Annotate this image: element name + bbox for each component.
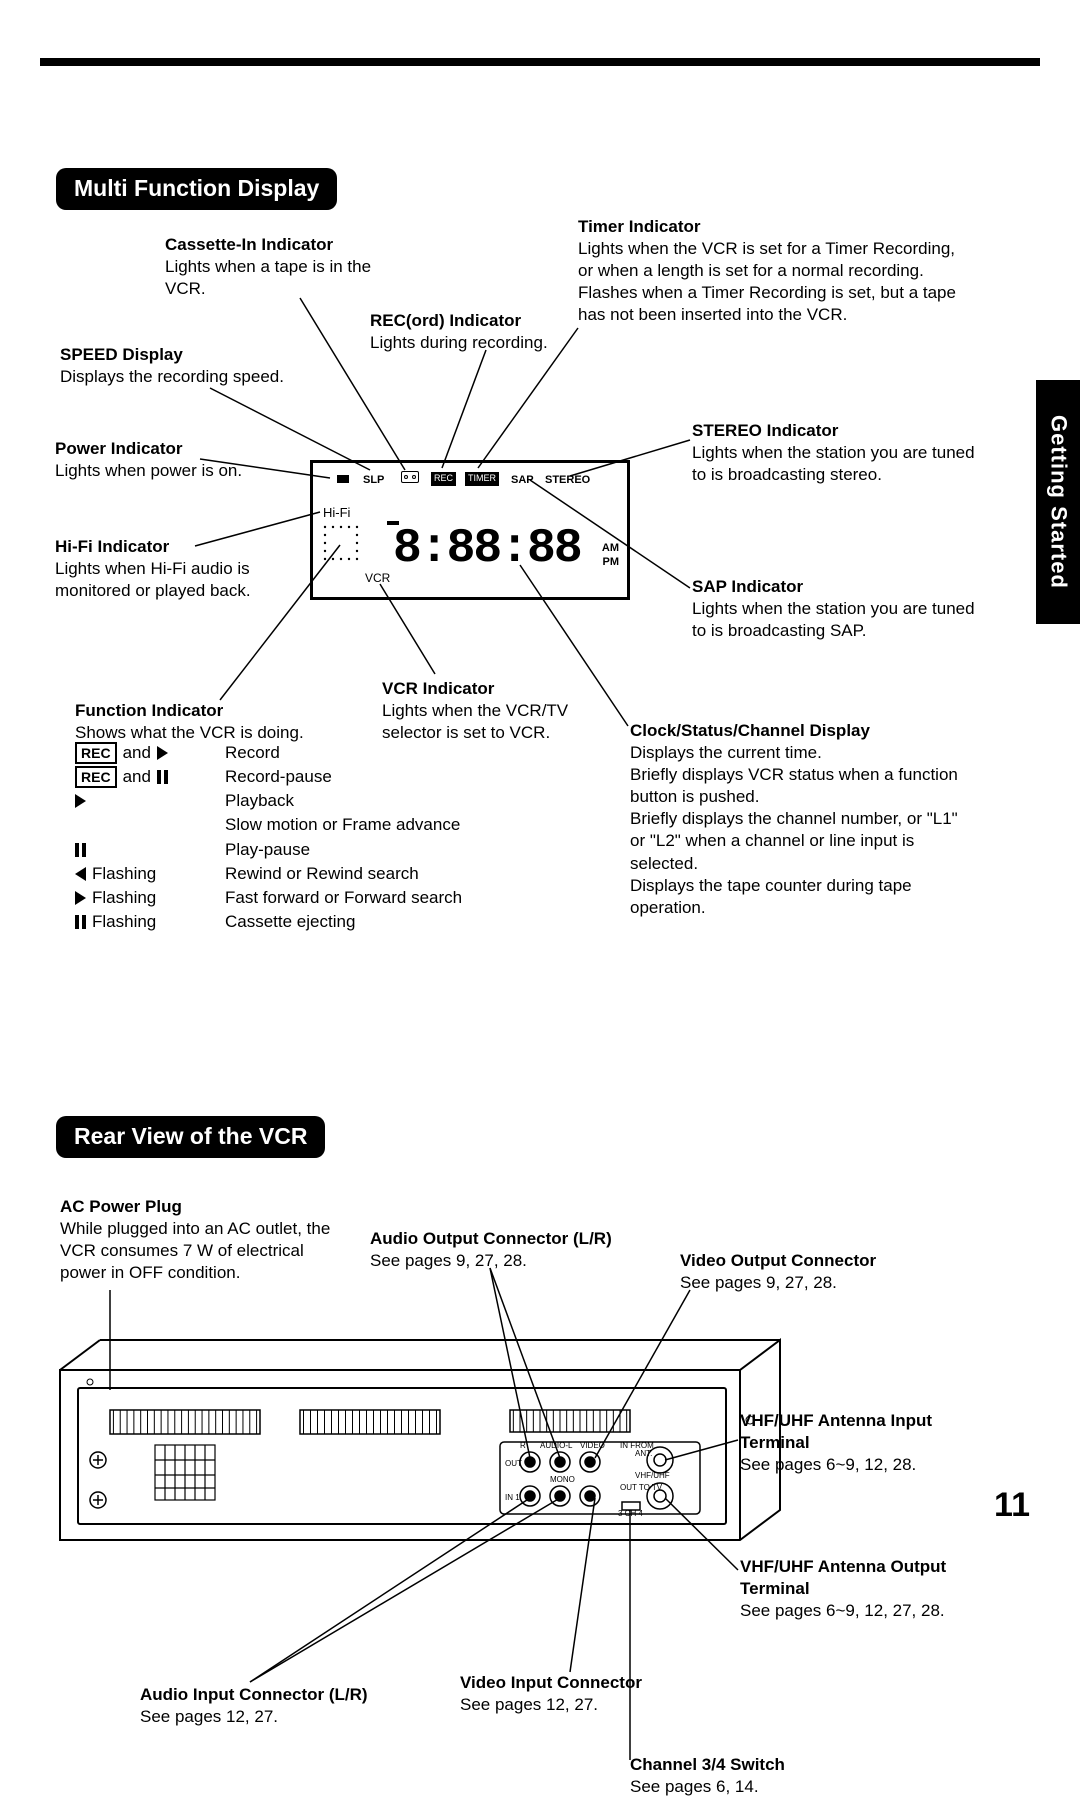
svg-text:VIDEO: VIDEO [580, 1441, 605, 1450]
svg-text:3 CH 4: 3 CH 4 [618, 1509, 643, 1518]
page-number: 11 [994, 1483, 1030, 1527]
cassette-icon [401, 471, 419, 483]
function-row: Playback [75, 790, 462, 812]
callout-stereo: STEREO Indicator Lights when the station… [692, 420, 982, 486]
callout-vcr: VCR Indicator Lights when the VCR/TV sel… [382, 678, 592, 744]
callout-rec: REC(ord) Indicator Lights during recordi… [370, 310, 590, 354]
callout-video-out: Video Output Connector See pages 9, 27, … [680, 1250, 940, 1294]
lcd-pm: PM [603, 555, 620, 569]
section1-title: Multi Function Display [56, 168, 337, 210]
callout-sap: SAP Indicator Lights when the station yo… [692, 576, 982, 642]
svg-text:AUDIO-L: AUDIO-L [540, 1441, 573, 1450]
callout-power: Power Indicator Lights when power is on. [55, 438, 295, 482]
callout-audio-in: Audio Input Connector (L/R) See pages 12… [140, 1684, 400, 1728]
callout-ac: AC Power Plug While plugged into an AC o… [60, 1196, 340, 1284]
function-row: FlashingRewind or Rewind search [75, 863, 462, 885]
section2-title: Rear View of the VCR [56, 1116, 325, 1158]
lcd-sap: SAP [511, 473, 534, 487]
function-row: REC and Record [75, 742, 462, 764]
side-tab: Getting Started [1036, 380, 1080, 624]
callout-cassette-in: Cassette-In Indicator Lights when a tape… [165, 234, 385, 300]
lcd-am: AM [602, 541, 619, 555]
lcd-slp: SLP [363, 473, 384, 487]
callout-function: Function Indicator Shows what the VCR is… [75, 700, 335, 744]
lcd-display: SLP REC TIMER SAP STEREO Hi-Fi VCR 8:88:… [310, 460, 630, 600]
svg-text:OUT TO TV: OUT TO TV [620, 1483, 663, 1492]
function-row: REC and Record-pause [75, 766, 462, 788]
function-table: REC and RecordREC and Record-pausePlayba… [75, 742, 462, 935]
svg-text:VHF/UHF: VHF/UHF [635, 1471, 670, 1480]
callout-video-in: Video Input Connector See pages 12, 27. [460, 1672, 680, 1716]
function-row: Slow motion or Frame advance [75, 814, 462, 836]
function-row: Play-pause [75, 839, 462, 861]
top-rule [40, 58, 1040, 66]
lcd-hifi: Hi-Fi [323, 505, 350, 522]
callout-clock: Clock/Status/Channel Display Displays th… [630, 720, 970, 919]
svg-text:ANT.: ANT. [635, 1449, 652, 1458]
function-row: FlashingCassette ejecting [75, 911, 462, 933]
function-row: FlashingFast forward or Forward search [75, 887, 462, 909]
callout-speed: SPEED Display Displays the recording spe… [60, 344, 320, 388]
power-icon [337, 475, 349, 483]
lcd-timer: TIMER [465, 472, 499, 486]
callout-hifi: Hi-Fi Indicator Lights when Hi-Fi audio … [55, 536, 305, 602]
lcd-digits: 8:88:88 [393, 518, 581, 580]
lcd-vcr: VCR [365, 571, 390, 587]
callout-timer: Timer Indicator Lights when the VCR is s… [578, 216, 958, 326]
dot-matrix-icon [321, 523, 361, 563]
callout-audio-out: Audio Output Connector (L/R) See pages 9… [370, 1228, 640, 1272]
svg-text:IN 1: IN 1 [505, 1493, 520, 1502]
svg-text:R: R [520, 1441, 526, 1450]
svg-text:MONO: MONO [550, 1475, 575, 1484]
minus-icon [387, 521, 399, 525]
lcd-rec: REC [431, 472, 456, 486]
rear-view-drawing: R AUDIO-L VIDEO IN FROM ANT. OUT IN 1 MO… [40, 1310, 800, 1580]
callout-ch34: Channel 3/4 Switch See pages 6, 14. [630, 1754, 870, 1798]
svg-text:OUT: OUT [505, 1459, 522, 1468]
lcd-stereo: STEREO [545, 473, 590, 487]
